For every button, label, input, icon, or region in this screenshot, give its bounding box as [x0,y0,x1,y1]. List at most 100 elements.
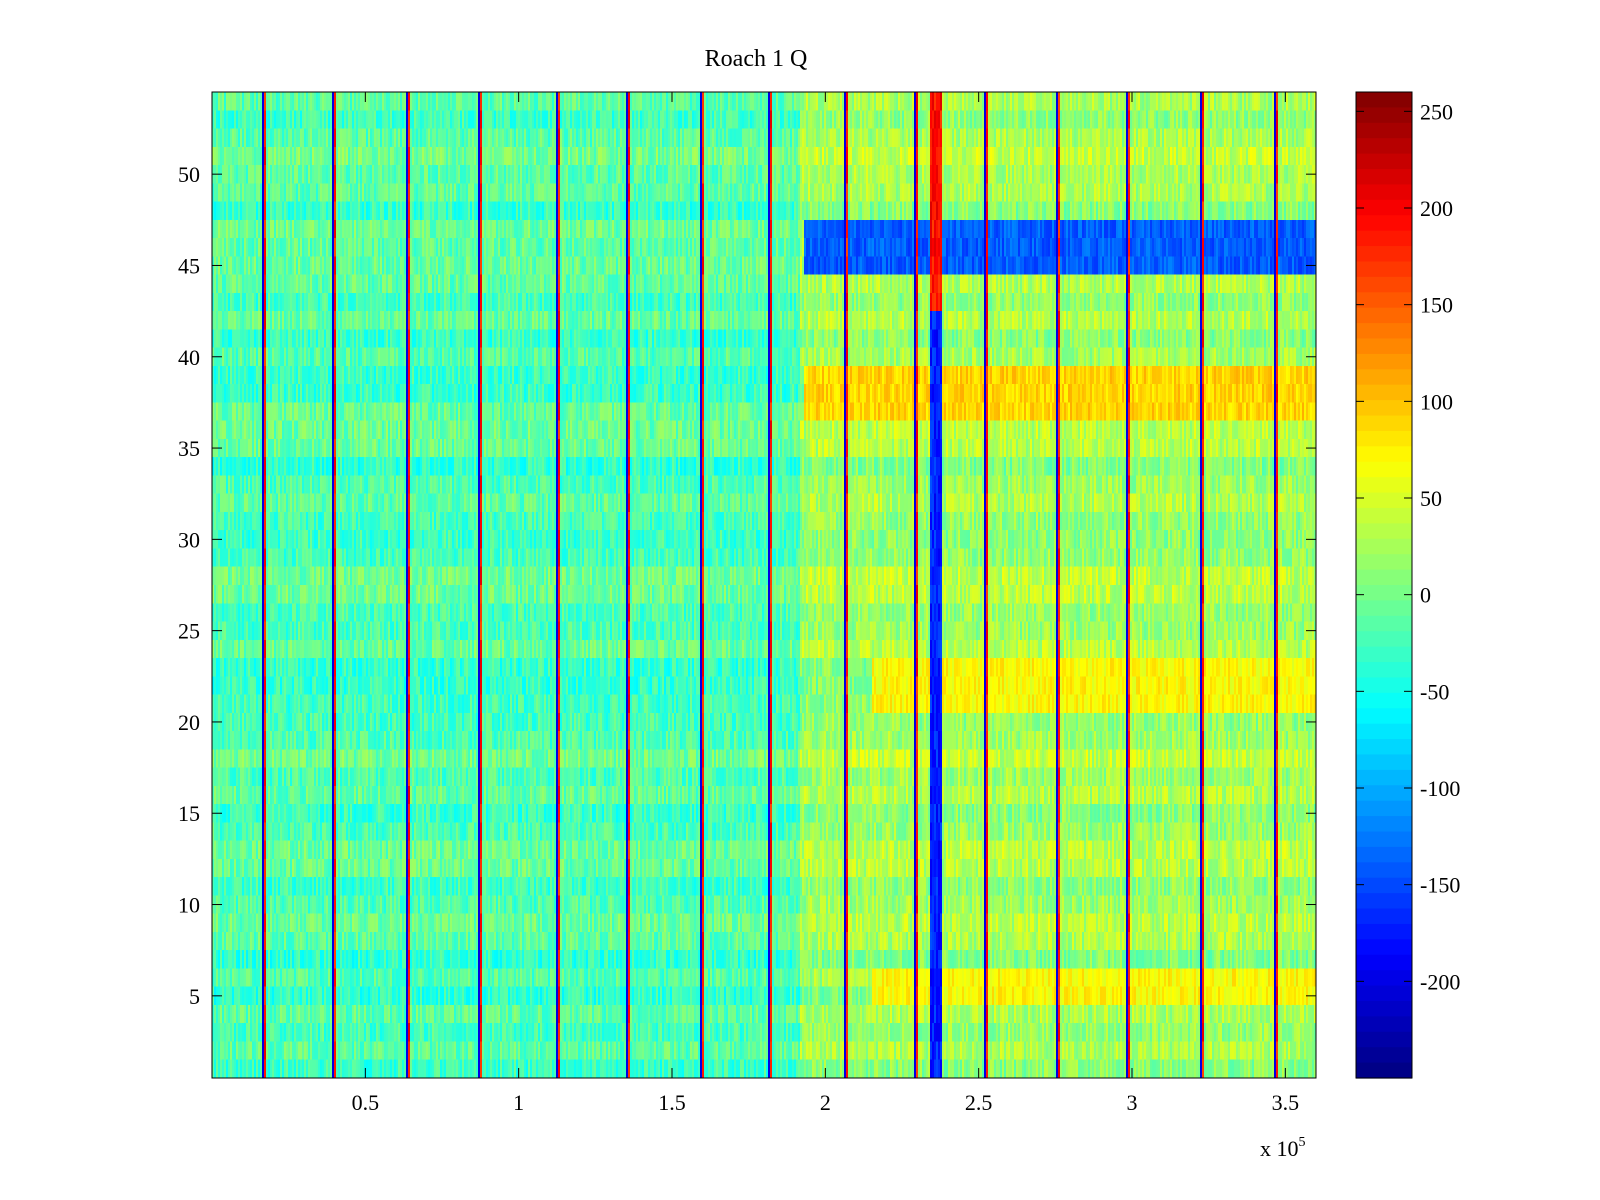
colorbar [1356,92,1412,1079]
y-tick-label: 40 [178,345,200,370]
colorbar-swatch [1356,954,1412,971]
colorbar-swatch [1356,323,1412,340]
colorbar-swatch [1356,554,1412,571]
colorbar-swatch [1356,199,1412,216]
x-tick-label: 0.5 [352,1090,380,1115]
x-axis-exponent-label: x 105 [1260,1135,1306,1161]
colorbar-swatch [1356,585,1412,602]
colorbar-swatch [1356,615,1412,632]
colorbar-swatch [1356,138,1412,155]
colorbar-swatch [1356,739,1412,756]
colorbar-swatch [1356,1000,1412,1017]
colorbar-swatch [1356,184,1412,201]
x-tick-label: 1.5 [658,1090,686,1115]
colorbar-swatch [1356,1062,1412,1079]
x-axis-ticks: 0.5 1 1.5 2 2.5 3 3.5 [352,92,1300,1115]
colorbar-frame [1355,91,1413,1079]
colorbar-swatch [1356,400,1412,417]
y-tick-label: 50 [178,162,200,187]
colorbar-tick-label: -100 [1420,776,1460,801]
colorbar-swatch [1356,92,1412,109]
colorbar-swatch [1356,754,1412,771]
colorbar-tick-label: -50 [1420,679,1449,704]
colorbar-swatch [1356,538,1412,555]
y-tick-label: 20 [178,710,200,735]
colorbar-swatch [1356,569,1412,586]
colorbar-swatch [1356,723,1412,740]
colorbar-swatch [1356,246,1412,263]
heatmap-image [212,92,1316,1078]
colorbar-swatch [1356,507,1412,524]
colorbar-tick-label: 50 [1420,486,1442,511]
colorbar-swatch [1356,276,1412,293]
colorbar-swatch [1356,631,1412,648]
colorbar-swatch [1356,708,1412,725]
colorbar-swatch [1356,970,1412,987]
x-tick-label: 2.5 [965,1090,993,1115]
colorbar-tick-label: 0 [1420,583,1431,608]
colorbar-ticks: 250 200 150 100 50 0 -50 -100 -150 -200 [1356,99,1460,994]
colorbar-swatch [1356,415,1412,432]
x-tick-label: 3 [1127,1090,1138,1115]
colorbar-swatch [1356,1016,1412,1033]
y-tick-label: 10 [178,893,200,918]
colorbar-swatch [1356,939,1412,956]
colorbar-swatch [1356,369,1412,386]
colorbar-swatch [1356,985,1412,1002]
colorbar-swatch [1356,862,1412,879]
y-tick-label: 15 [178,801,200,826]
colorbar-swatch [1356,153,1412,170]
colorbar-swatch [1356,785,1412,802]
colorbar-swatch [1356,353,1412,370]
colorbar-swatch [1356,908,1412,925]
colorbar-swatch [1356,169,1412,186]
colorbar-swatch [1356,1047,1412,1064]
x-tick-label: 3.5 [1272,1090,1300,1115]
colorbar-swatch [1356,230,1412,247]
x-tick-label: 2 [820,1090,831,1115]
colorbar-swatch [1356,846,1412,863]
colorbar-swatch [1356,338,1412,355]
y-axis-ticks: 5 10 15 20 25 30 35 40 45 50 [178,162,1316,1009]
colorbar-swatch [1356,923,1412,940]
colorbar-swatch [1356,492,1412,509]
y-tick-label: 30 [178,527,200,552]
colorbar-swatch [1356,831,1412,848]
colorbar-tick-label: 250 [1420,99,1453,124]
colorbar-swatch [1356,692,1412,709]
colorbar-swatch [1356,877,1412,894]
colorbar-swatch [1356,430,1412,447]
colorbar-swatch [1356,646,1412,663]
colorbar-swatch [1356,107,1412,124]
colorbar-swatch [1356,477,1412,494]
colorbar-swatch [1356,600,1412,617]
y-tick-label: 45 [178,253,200,278]
y-tick-label: 5 [189,984,200,1009]
colorbar-swatch [1356,384,1412,401]
colorbar-tick-label: -150 [1420,873,1460,898]
colorbar-tick-label: 100 [1420,389,1453,414]
colorbar-swatch [1356,677,1412,694]
colorbar-swatch [1356,461,1412,478]
colorbar-swatch [1356,261,1412,278]
chart-title: Roach 1 Q [705,46,808,72]
colorbar-swatch [1356,816,1412,833]
colorbar-swatch [1356,292,1412,309]
colorbar-swatch [1356,769,1412,786]
y-tick-label: 25 [178,619,200,644]
colorbar-swatch [1356,307,1412,324]
colorbar-swatch [1356,893,1412,910]
colorbar-swatch [1356,523,1412,540]
colorbar-swatch [1356,1031,1412,1048]
plot-frame [211,91,1317,1079]
colorbar-tick-label: -200 [1420,969,1460,994]
colorbar-swatch [1356,215,1412,232]
x-tick-label: 1 [513,1090,524,1115]
heatmap-cells [212,92,1316,1078]
colorbar-swatch [1356,800,1412,817]
colorbar-swatch [1356,446,1412,463]
y-tick-label: 35 [178,436,200,461]
colorbar-swatch [1356,122,1412,139]
colorbar-tick-label: 150 [1420,293,1453,318]
